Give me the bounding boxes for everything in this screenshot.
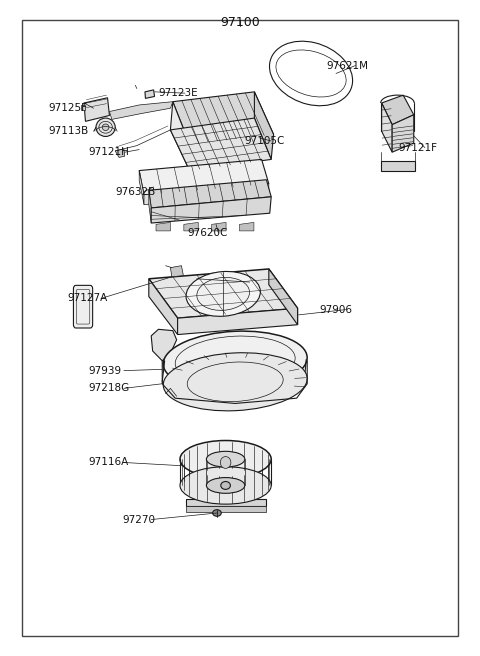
Text: 97218G: 97218G: [89, 383, 130, 394]
Polygon shape: [149, 180, 271, 208]
Polygon shape: [186, 499, 266, 506]
Polygon shape: [149, 279, 178, 335]
Polygon shape: [240, 222, 254, 231]
Ellipse shape: [221, 482, 230, 489]
Polygon shape: [170, 102, 190, 171]
Text: 97906: 97906: [319, 304, 352, 315]
Text: 97127A: 97127A: [67, 293, 108, 304]
Text: 97270: 97270: [122, 514, 156, 525]
Polygon shape: [139, 159, 269, 195]
Polygon shape: [184, 222, 198, 231]
Polygon shape: [151, 329, 177, 361]
Polygon shape: [84, 98, 109, 121]
Polygon shape: [382, 95, 414, 125]
Ellipse shape: [163, 353, 307, 411]
Polygon shape: [170, 118, 271, 171]
Polygon shape: [212, 222, 226, 231]
Polygon shape: [170, 266, 183, 277]
Text: 97113B: 97113B: [48, 126, 88, 136]
Text: 97105C: 97105C: [245, 136, 285, 146]
Text: 97116A: 97116A: [89, 457, 129, 468]
Polygon shape: [173, 92, 274, 144]
Ellipse shape: [220, 457, 231, 468]
Ellipse shape: [180, 467, 271, 504]
Polygon shape: [144, 184, 269, 205]
Polygon shape: [381, 161, 415, 171]
Polygon shape: [392, 115, 414, 152]
Text: 97100: 97100: [220, 16, 260, 29]
Polygon shape: [156, 222, 170, 231]
Polygon shape: [382, 103, 392, 152]
Text: 97125F: 97125F: [48, 103, 87, 113]
Ellipse shape: [213, 510, 221, 516]
Polygon shape: [186, 506, 266, 512]
Polygon shape: [151, 197, 271, 223]
Polygon shape: [115, 149, 125, 157]
Polygon shape: [109, 102, 173, 119]
Text: 97620C: 97620C: [187, 228, 228, 238]
Text: 97123E: 97123E: [158, 88, 198, 98]
FancyBboxPatch shape: [73, 285, 93, 328]
Polygon shape: [149, 269, 298, 318]
Polygon shape: [81, 105, 85, 110]
Ellipse shape: [163, 331, 307, 390]
Ellipse shape: [96, 118, 115, 136]
Text: 97121H: 97121H: [89, 147, 130, 157]
Text: 97621M: 97621M: [326, 60, 369, 71]
Polygon shape: [269, 269, 298, 325]
Polygon shape: [162, 378, 172, 386]
Text: 97121F: 97121F: [398, 142, 437, 153]
Ellipse shape: [197, 277, 250, 310]
Polygon shape: [254, 92, 274, 159]
Text: 97939: 97939: [89, 365, 122, 376]
Ellipse shape: [206, 478, 245, 493]
Ellipse shape: [186, 272, 260, 316]
Ellipse shape: [206, 451, 245, 467]
Polygon shape: [145, 90, 155, 98]
Ellipse shape: [180, 441, 271, 478]
Polygon shape: [139, 171, 144, 205]
Polygon shape: [149, 190, 151, 223]
Ellipse shape: [102, 124, 109, 131]
Text: 97632B: 97632B: [115, 186, 156, 197]
Polygon shape: [178, 308, 298, 335]
